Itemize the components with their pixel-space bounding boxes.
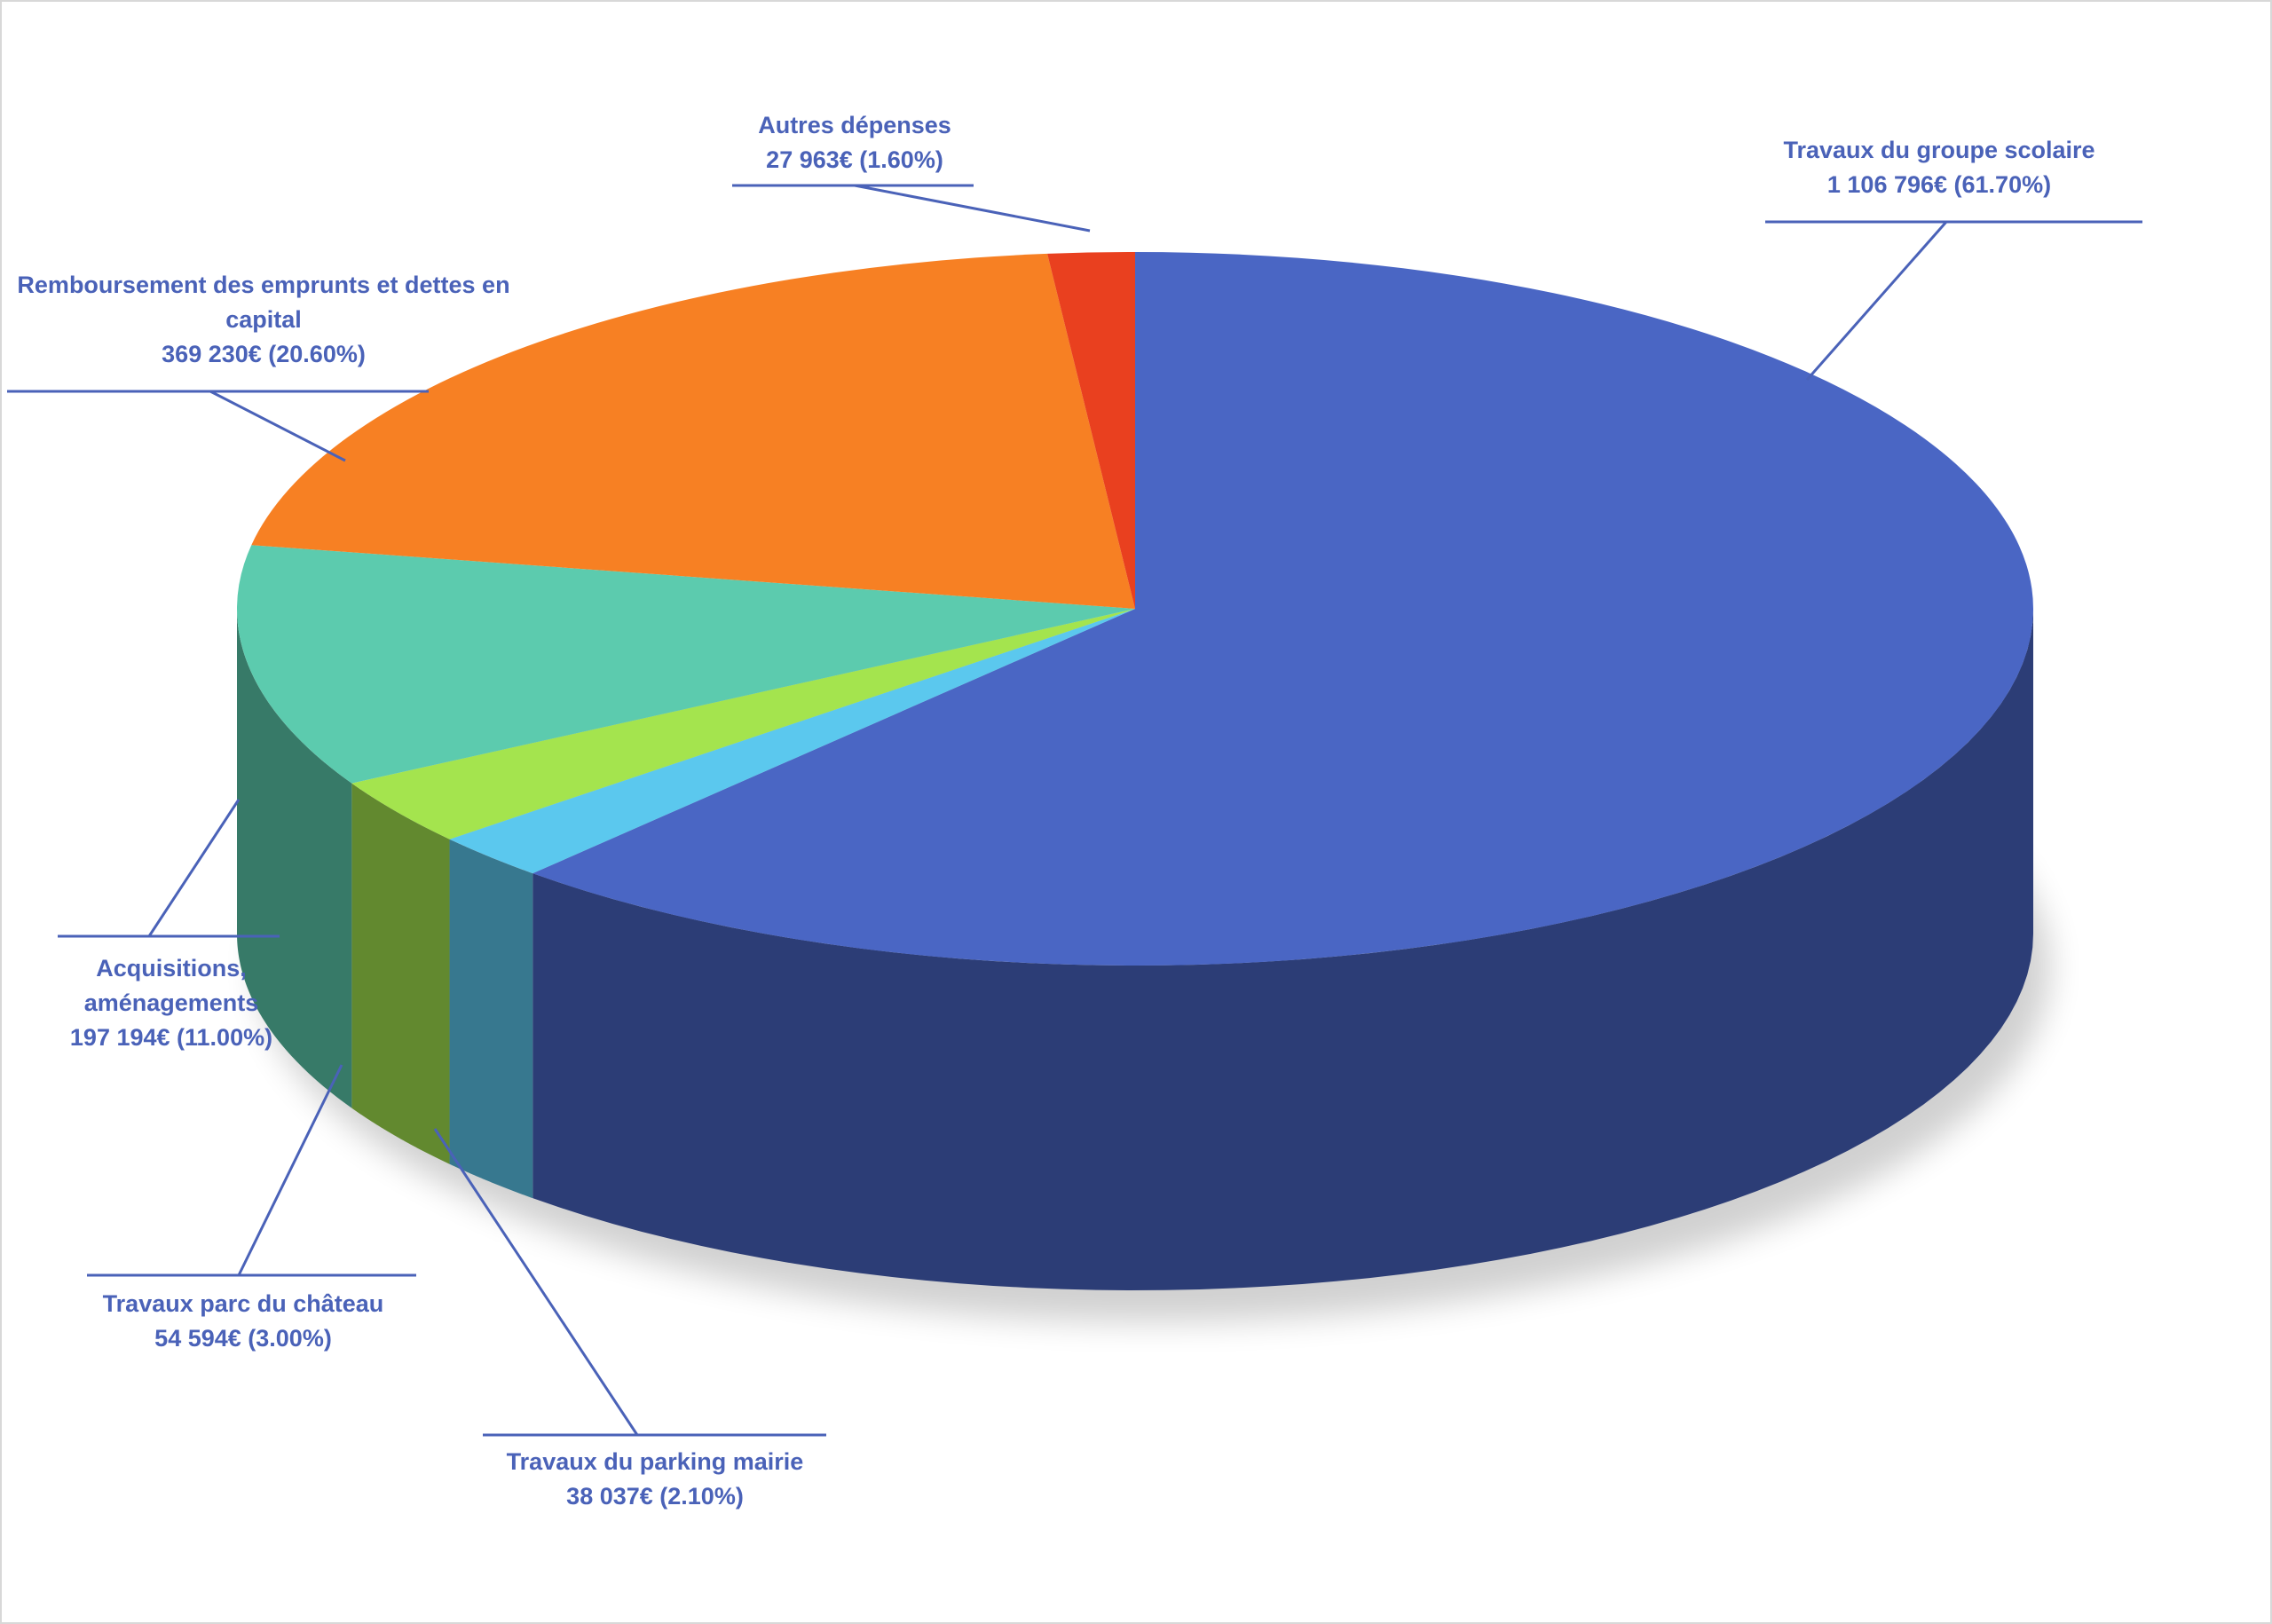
label-category: Remboursement des emprunts et dettes en … <box>17 272 510 333</box>
data-label: Travaux du groupe scolaire 1 106 796€ (61… <box>1717 133 2161 202</box>
label-category: Acquisitions, aménagements <box>83 955 259 1016</box>
slice <box>449 609 1135 874</box>
slice-side <box>449 839 533 1199</box>
label-value: 369 230€ (20.60%) <box>162 341 366 367</box>
label-value: 197 194€ (11.00%) <box>69 1024 273 1051</box>
slice-side <box>532 609 2033 1290</box>
slice-side <box>237 609 352 1108</box>
leader-line <box>147 799 241 937</box>
label-value: 27 963€ (1.60%) <box>766 146 943 173</box>
label-category: Autres dépenses <box>758 112 951 138</box>
slice <box>251 253 1135 609</box>
data-label: Autres dépenses 27 963€ (1.60%) <box>677 108 1032 177</box>
label-value: 1 106 796€ (61.70%) <box>1826 171 2052 198</box>
data-label: Travaux parc du château 54 594€ (3.00%) <box>43 1287 443 1356</box>
leader-line <box>1805 221 1948 381</box>
leader-line <box>237 1064 343 1276</box>
data-label: Travaux du parking mairie 38 037€ (2.10%) <box>455 1445 855 1514</box>
slice <box>237 545 1136 784</box>
label-value: 54 594€ (3.00%) <box>154 1325 332 1352</box>
label-category: Travaux parc du château <box>102 1290 384 1317</box>
leader-line <box>433 1128 639 1436</box>
leader-line <box>854 184 1091 233</box>
slice <box>1047 252 1135 609</box>
leader-lines <box>7 184 2142 1437</box>
leader-line <box>209 390 346 462</box>
slice-side <box>351 783 450 1164</box>
data-label: Acquisitions, aménagements 197 194€ (11.0… <box>38 951 304 1055</box>
label-category: Travaux du groupe scolaire <box>1783 137 2095 163</box>
label-value: 38 037€ (2.10%) <box>566 1483 744 1510</box>
slice <box>532 252 2033 966</box>
pie <box>237 252 2033 1290</box>
data-label: Remboursement des emprunts et dettes en … <box>2 268 525 372</box>
label-category: Travaux du parking mairie <box>506 1448 804 1475</box>
slice <box>351 609 1135 840</box>
